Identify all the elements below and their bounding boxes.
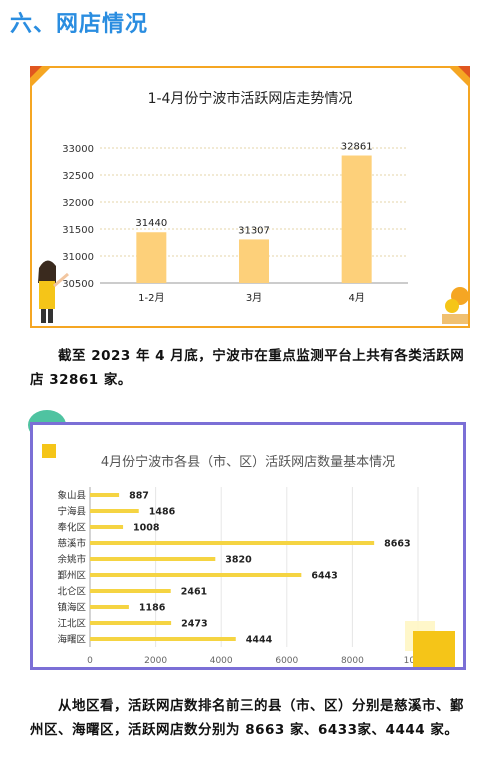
y-tick-label: 30500 xyxy=(62,279,94,290)
y-tick-label: 镇海区 xyxy=(57,602,86,614)
x-tick-label: 4月 xyxy=(348,292,364,304)
bar xyxy=(90,541,375,545)
bar xyxy=(90,509,139,513)
y-tick-label: 象山县 xyxy=(57,490,86,502)
y-tick-label: 32500 xyxy=(62,171,94,182)
x-tick-label: 4000 xyxy=(210,656,233,666)
data-label: 1486 xyxy=(149,507,176,518)
y-tick-label: 宁海县 xyxy=(57,506,86,518)
y-tick-label: 江北区 xyxy=(57,619,86,630)
bar xyxy=(90,573,302,577)
data-label: 3820 xyxy=(225,555,252,566)
y-tick-label: 余姚市 xyxy=(57,554,86,566)
data-label: 31307 xyxy=(238,225,270,236)
y-tick-label: 鄞州区 xyxy=(57,570,86,582)
chart2-title: 4月份宁波市各县（市、区）活跃网店数量基本情况 xyxy=(100,455,396,470)
y-tick-label: 31500 xyxy=(62,225,94,236)
bar xyxy=(239,239,269,283)
data-label: 1186 xyxy=(139,603,166,614)
x-tick-label: 2000 xyxy=(144,656,167,666)
chart2-card: 4月份宁波市各县（市、区）活跃网店数量基本情况 0 2000 4000 6000 800… xyxy=(30,422,466,670)
chart1-svg: 30500 31000 31500 32000 32500 33000 31440 1-2月 3… xyxy=(38,142,468,324)
bar xyxy=(90,493,120,497)
bar xyxy=(90,525,124,529)
chart2-svg: 0200040006000800010000象山县887宁海县1486奉化区10… xyxy=(57,487,433,666)
chart1-card: 1-4月份宁波市活跃网店走势情况 30500 31000 31500 32000 325… xyxy=(30,66,470,328)
y-tick-label: 32000 xyxy=(62,198,94,209)
corner-decoration xyxy=(42,444,56,458)
y-tick-label: 慈溪市 xyxy=(57,538,86,550)
y-tick-label: 北仑区 xyxy=(57,586,86,598)
chart1-title: 1-4月份宁波市活跃网店走势情况 xyxy=(147,91,353,107)
bar xyxy=(90,589,171,593)
data-label: 31440 xyxy=(135,218,167,229)
plant-icon xyxy=(442,287,468,324)
x-tick-label: 8000 xyxy=(341,656,364,666)
x-tick-label: 3月 xyxy=(246,292,262,304)
section-title: 六、网店情况 xyxy=(10,12,149,37)
corner-decoration xyxy=(458,66,470,78)
bar xyxy=(90,557,216,561)
paragraph-analysis: 从地区看，活跃网店数排名前三的县（市、区）分别是慈溪市、鄞州区、海曙区，活跃网店… xyxy=(30,698,464,738)
data-label: 1008 xyxy=(133,523,160,534)
corner-decoration xyxy=(30,66,42,78)
data-label: 2461 xyxy=(181,587,207,598)
x-tick-label: 6000 xyxy=(275,656,298,666)
x-tick-label: 0 xyxy=(87,656,93,666)
bar xyxy=(90,637,236,641)
data-label: 8663 xyxy=(384,539,410,550)
data-label: 6443 xyxy=(311,571,337,582)
bar xyxy=(90,621,172,625)
paragraph-summary: 截至 2023 年 4 月底，宁波市在重点监测平台上共有各类活跃网店 32861… xyxy=(30,348,465,388)
y-tick-label: 奉化区 xyxy=(57,522,86,534)
y-tick-label: 31000 xyxy=(62,252,94,263)
data-label: 4444 xyxy=(246,635,273,646)
y-tick-label: 海曙区 xyxy=(57,634,86,646)
y-tick-label: 33000 xyxy=(62,144,94,155)
data-label: 887 xyxy=(129,491,149,502)
bar xyxy=(341,155,372,283)
bar xyxy=(136,232,167,283)
corner-decoration xyxy=(413,631,455,667)
x-tick-label: 1-2月 xyxy=(138,292,164,304)
teacher-figure-icon xyxy=(38,260,69,323)
data-label: 32861 xyxy=(341,142,373,153)
bar xyxy=(90,605,129,609)
data-label: 2473 xyxy=(181,619,207,630)
